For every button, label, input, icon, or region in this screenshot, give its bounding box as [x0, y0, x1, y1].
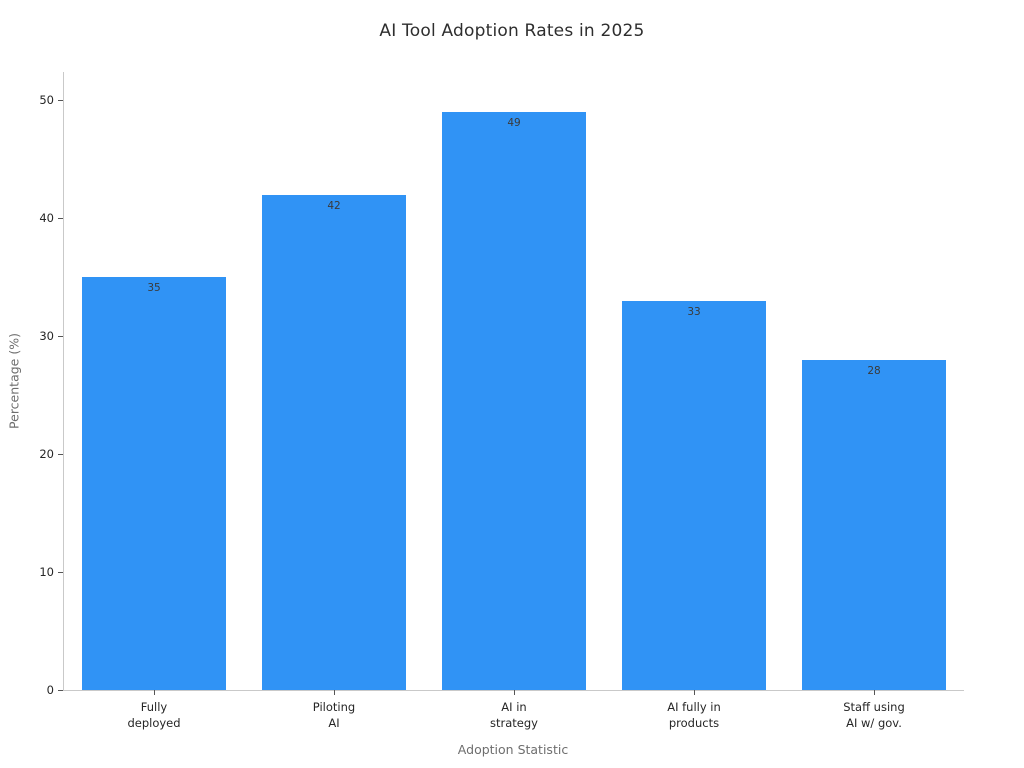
x-tick-label-line: Piloting	[312, 700, 356, 714]
x-tick-label-line: AI in	[501, 700, 527, 714]
x-tick-label: AI in strategy	[424, 699, 604, 731]
x-tick-label-line: Staff using	[843, 700, 905, 714]
x-tick-label: Fully deployed	[64, 699, 244, 731]
y-tick-mark	[58, 571, 63, 573]
bar-value-label: 35	[147, 282, 161, 295]
x-tick-mark	[333, 690, 335, 695]
x-tick-label-line: AI w/ gov.	[846, 716, 902, 730]
x-tick-label: AI fully in products	[604, 699, 784, 731]
x-tick-label-line: products	[668, 716, 720, 730]
x-tick-mark	[873, 690, 875, 695]
y-tick-label: 50	[39, 93, 54, 108]
y-tick-mark	[58, 689, 63, 691]
x-tick-label: Staff using AI w/ gov.	[784, 699, 964, 731]
x-tick-mark	[153, 690, 155, 695]
y-tick-mark	[58, 217, 63, 219]
bar: 35	[82, 277, 226, 690]
x-tick-label-line: strategy	[490, 716, 538, 730]
y-tick-mark	[58, 453, 63, 455]
bar: 49	[442, 112, 586, 690]
x-tick-label-line: Fully	[140, 700, 168, 714]
y-tick-mark	[58, 99, 63, 101]
bar: 28	[802, 359, 946, 690]
bar-value-label: 42	[327, 199, 341, 212]
x-axis-label: Adoption Statistic	[457, 742, 569, 757]
bar-value-label: 49	[507, 117, 521, 130]
x-tick-label-line: AI fully in	[667, 700, 721, 714]
bar-value-label: 28	[867, 364, 881, 377]
x-tick-label-line: AI	[328, 716, 340, 730]
y-tick-label: 20	[39, 447, 54, 462]
y-tick-label: 40	[39, 211, 54, 226]
x-tick-label: Piloting AI	[244, 699, 424, 731]
y-axis-label: Percentage (%)	[6, 333, 22, 429]
x-tick-mark	[513, 690, 515, 695]
bar: 42	[262, 194, 406, 690]
x-tick-mark	[693, 690, 695, 695]
y-tick-label: 30	[39, 329, 54, 344]
y-tick-label: 10	[39, 565, 54, 580]
y-tick-mark	[58, 335, 63, 337]
plot-area: 35 42 49 33 28 0 10 20 30 40 50 Fully deployed Pilo…	[39, 72, 964, 730]
x-tick-label-line: deployed	[127, 716, 181, 730]
bar: 33	[622, 300, 766, 690]
chart-title: AI Tool Adoption Rates in 2025	[379, 21, 645, 41]
bar-value-label: 33	[687, 305, 701, 318]
y-tick-label: 0	[46, 683, 54, 697]
